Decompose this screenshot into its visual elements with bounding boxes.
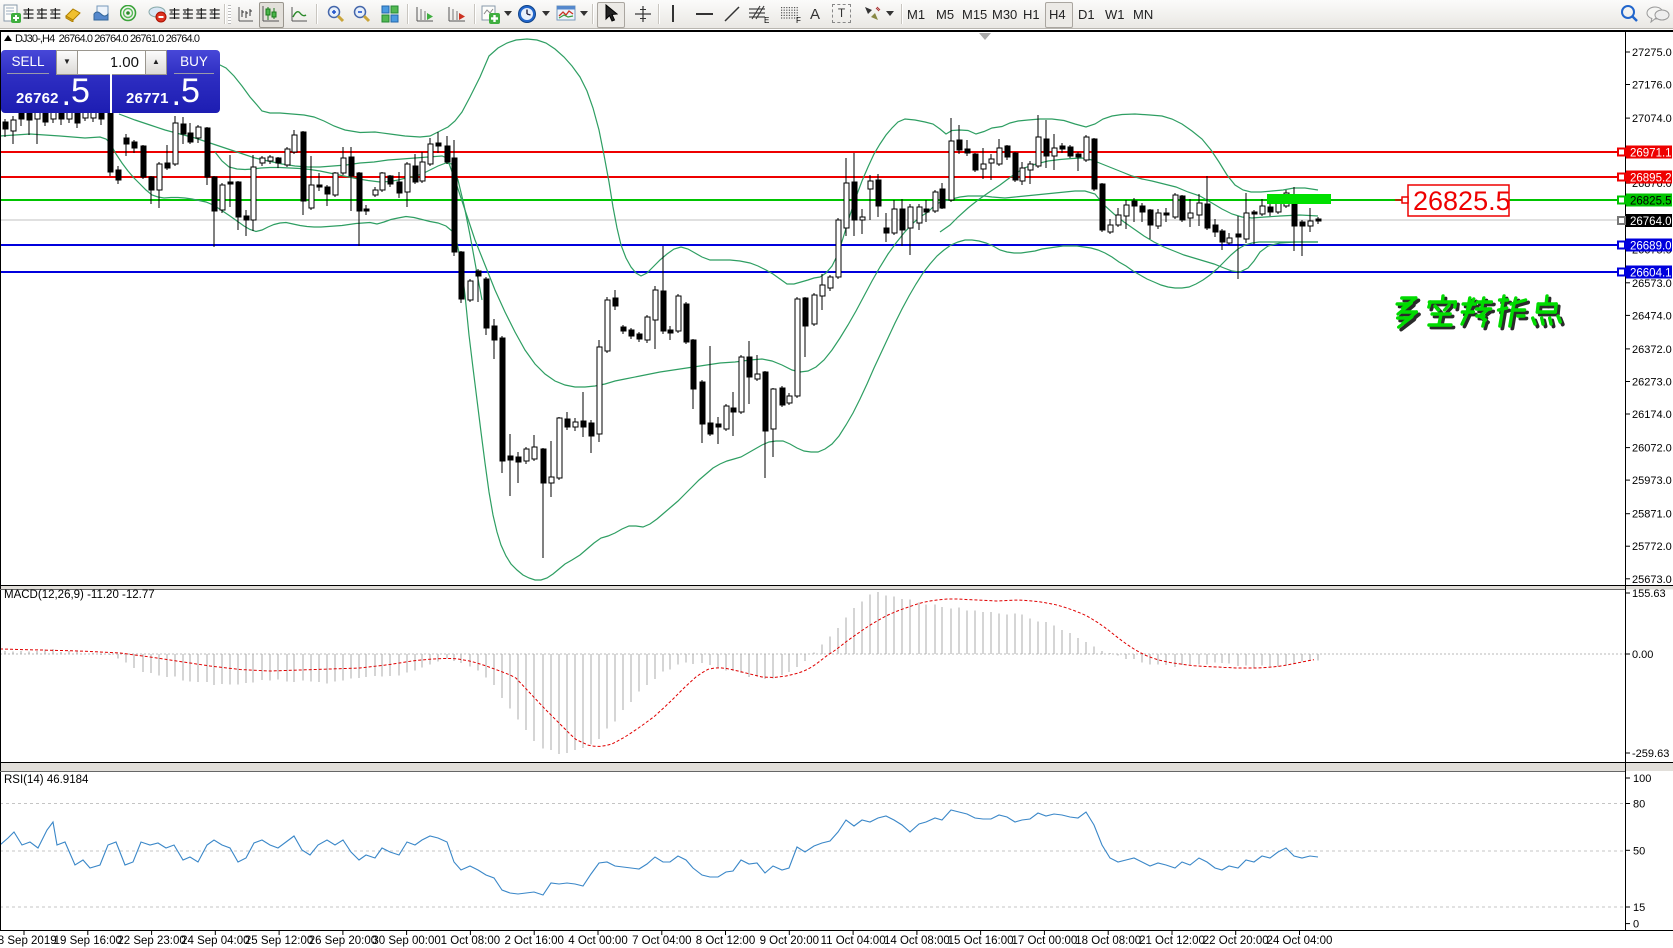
svg-text:0.00: 0.00: [1632, 649, 1653, 661]
svg-text:21 Oct 12:00: 21 Oct 12:00: [1139, 935, 1205, 947]
svg-text:27176.0: 27176.0: [1632, 80, 1672, 92]
svg-text:18 Oct 08:00: 18 Oct 08:00: [1075, 935, 1141, 947]
svg-text:E: E: [764, 16, 769, 24]
svg-text:26895.2: 26895.2: [1630, 173, 1672, 185]
svg-text:26 Sep 20:00: 26 Sep 20:00: [309, 935, 377, 947]
svg-text:2 Oct 16:00: 2 Oct 16:00: [504, 935, 563, 947]
svg-text:1 Oct 08:00: 1 Oct 08:00: [441, 935, 500, 947]
svg-text:26825.5: 26825.5: [1413, 186, 1511, 216]
svg-text:F: F: [796, 16, 801, 24]
svg-text:27275.0: 27275.0: [1632, 47, 1672, 59]
svg-text:26971.1: 26971.1: [1630, 148, 1672, 160]
svg-text:26604.1: 26604.1: [1630, 268, 1672, 280]
svg-text:26825.5: 26825.5: [1630, 196, 1672, 208]
svg-text:18 Sep 2019: 18 Sep 2019: [0, 935, 57, 947]
svg-text:26273.0: 26273.0: [1632, 377, 1672, 389]
svg-text:25772.0: 25772.0: [1632, 541, 1672, 553]
svg-text:26764.0: 26764.0: [1630, 216, 1672, 228]
svg-text:MACD(12,26,9) -11.20 -12.77: MACD(12,26,9) -11.20 -12.77: [4, 589, 155, 601]
svg-text:RSI(14) 46.9184: RSI(14) 46.9184: [4, 774, 89, 786]
svg-text:17 Oct 00:00: 17 Oct 00:00: [1011, 935, 1077, 947]
svg-text:155.63: 155.63: [1632, 588, 1666, 600]
svg-text:27074.0: 27074.0: [1632, 113, 1672, 125]
svg-text:26174.0: 26174.0: [1632, 409, 1672, 421]
svg-text:25973.0: 25973.0: [1632, 475, 1672, 487]
svg-text:DJ30-,H4 26764.0 26764.0 2676: DJ30-,H4 26764.0 26764.0 26761.0 26764.0: [15, 33, 200, 45]
svg-text:26573.0: 26573.0: [1632, 278, 1672, 290]
svg-text:26689.0: 26689.0: [1630, 241, 1672, 253]
svg-text:9 Oct 20:00: 9 Oct 20:00: [760, 935, 819, 947]
svg-text:11 Oct 04:00: 11 Oct 04:00: [821, 935, 886, 947]
svg-text:15: 15: [1633, 902, 1645, 914]
svg-text:25 Sep 12:00: 25 Sep 12:00: [245, 935, 313, 947]
svg-text:0: 0: [1633, 919, 1639, 931]
svg-text:8 Oct 12:00: 8 Oct 12:00: [696, 935, 755, 947]
svg-text:30 Sep 00:00: 30 Sep 00:00: [372, 935, 440, 947]
svg-text:26372.0: 26372.0: [1632, 344, 1672, 356]
svg-text:25673.0: 25673.0: [1632, 574, 1672, 586]
svg-text:100: 100: [1633, 773, 1651, 785]
svg-text:26474.0: 26474.0: [1632, 310, 1672, 322]
svg-text:15 Oct 16:00: 15 Oct 16:00: [948, 935, 1014, 947]
svg-text:26072.0: 26072.0: [1632, 443, 1672, 455]
svg-text:-259.63: -259.63: [1632, 748, 1669, 760]
svg-text:25871.0: 25871.0: [1632, 509, 1672, 521]
svg-text:24 Sep 04:00: 24 Sep 04:00: [181, 935, 249, 947]
svg-text:7 Oct 04:00: 7 Oct 04:00: [632, 935, 691, 947]
svg-text:19 Sep 16:00: 19 Sep 16:00: [54, 935, 122, 947]
svg-text:22 Sep 23:00: 22 Sep 23:00: [117, 935, 185, 947]
svg-text:22 Oct 20:00: 22 Oct 20:00: [1203, 935, 1269, 947]
svg-text:24 Oct 04:00: 24 Oct 04:00: [1267, 935, 1333, 947]
svg-text:50: 50: [1633, 845, 1645, 857]
svg-text:80: 80: [1633, 799, 1645, 811]
svg-text:14 Oct 08:00: 14 Oct 08:00: [884, 935, 950, 947]
svg-text:4 Oct 00:00: 4 Oct 00:00: [568, 935, 627, 947]
